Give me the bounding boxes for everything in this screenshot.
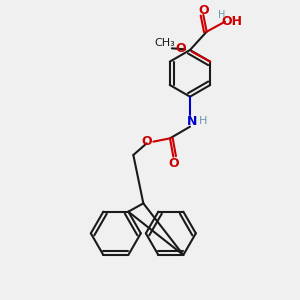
Text: N: N <box>187 115 197 128</box>
Text: O: O <box>198 4 208 16</box>
Text: O: O <box>141 135 152 148</box>
Text: O: O <box>168 157 178 170</box>
Text: H: H <box>199 116 207 126</box>
Text: H: H <box>218 10 225 20</box>
Text: O: O <box>175 42 185 55</box>
Text: OH: OH <box>222 15 243 28</box>
Text: CH₃: CH₃ <box>155 38 176 48</box>
